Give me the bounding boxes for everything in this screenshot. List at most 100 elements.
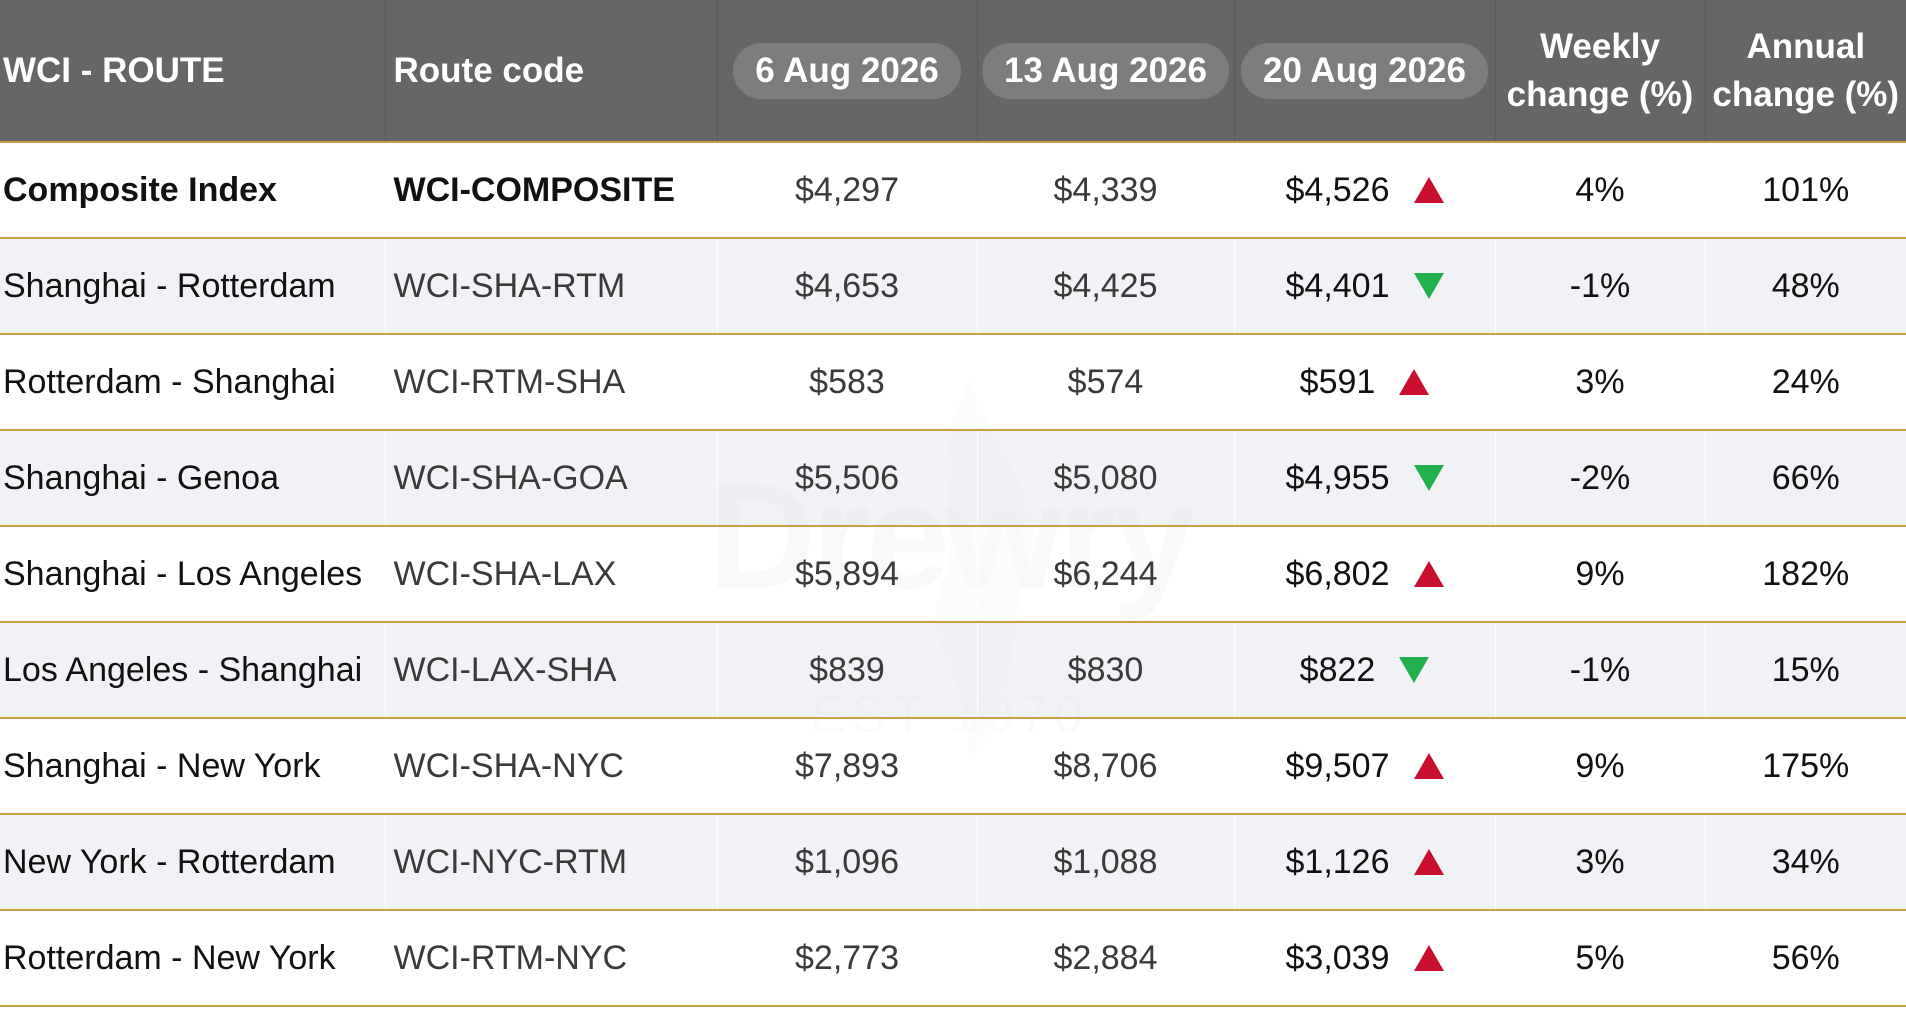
date-pill-3: 20 Aug 2026: [1241, 42, 1488, 99]
table-row: Rotterdam - New York WCI-RTM-NYC $2,773 …: [0, 910, 1906, 1007]
table-row: Shanghai - Los Angeles WCI-SHA-LAX $5,89…: [0, 526, 1906, 623]
rate-date-1: $4,297: [717, 141, 978, 239]
header-date-2: 13 Aug 2026: [977, 0, 1235, 143]
rate-date-3: $6,802: [1285, 554, 1390, 593]
route-code: WCI-RTM-NYC: [385, 910, 718, 1007]
triangle-down-icon: [1399, 657, 1430, 683]
annual-change: 48%: [1705, 238, 1906, 335]
table-row: Rotterdam - Shanghai WCI-RTM-SHA $583 $5…: [0, 334, 1906, 431]
header-code-label: Route code: [393, 50, 585, 90]
weekly-change: -1%: [1495, 238, 1706, 335]
weekly-change: 4%: [1495, 141, 1706, 239]
header-annual-line1: Annual: [1746, 26, 1866, 66]
header-date-1: 6 Aug 2026: [717, 0, 978, 143]
table-row: New York - Rotterdam WCI-NYC-RTM $1,096 …: [0, 814, 1906, 911]
route-name: Composite Index: [0, 141, 386, 239]
route-name: Shanghai - Los Angeles: [0, 526, 386, 623]
date-pill-1: 6 Aug 2026: [733, 42, 961, 99]
header-weekly-change: Weekly change (%): [1495, 0, 1706, 143]
rate-date-3: $4,526: [1285, 170, 1390, 209]
header-weekly-line2: change (%): [1506, 74, 1694, 114]
weekly-change: 9%: [1495, 526, 1706, 623]
route-name: Los Angeles - Shanghai: [0, 622, 386, 719]
header-annual-line2: change (%): [1712, 74, 1900, 114]
rate-date-1: $7,893: [717, 718, 978, 815]
header-annual-change: Annual change (%): [1705, 0, 1906, 143]
annual-change: 34%: [1705, 814, 1906, 911]
header-route-label: WCI - ROUTE: [3, 50, 225, 90]
rate-date-2: $4,339: [977, 141, 1235, 239]
weekly-change: 5%: [1495, 910, 1706, 1007]
triangle-up-icon: [1413, 177, 1444, 203]
header-row: WCI - ROUTE Route code 6 Aug 2026 13 Aug…: [0, 0, 1906, 143]
rate-date-3: $4,401: [1285, 266, 1390, 305]
rate-date-3: $591: [1299, 362, 1376, 401]
route-code: WCI-SHA-RTM: [385, 238, 718, 335]
route-code: WCI-SHA-LAX: [385, 526, 718, 623]
annual-change: 56%: [1705, 910, 1906, 1007]
route-name: Shanghai - Genoa: [0, 430, 386, 527]
annual-change: 182%: [1705, 526, 1906, 623]
rate-date-2: $5,080: [977, 430, 1235, 527]
route-code: WCI-NYC-RTM: [385, 814, 718, 911]
annual-change: 101%: [1705, 141, 1906, 239]
rate-date-3-cell: $4,526: [1234, 141, 1496, 239]
rate-date-3: $1,126: [1285, 842, 1390, 881]
table-row: Shanghai - Rotterdam WCI-SHA-RTM $4,653 …: [0, 238, 1906, 335]
annual-change: 175%: [1705, 718, 1906, 815]
rate-date-3-cell: $9,507: [1234, 718, 1496, 815]
route-name: New York - Rotterdam: [0, 814, 386, 911]
header-date-3: 20 Aug 2026: [1234, 0, 1496, 143]
table-row: Shanghai - New York WCI-SHA-NYC $7,893 $…: [0, 718, 1906, 815]
rate-date-3: $9,507: [1285, 746, 1390, 785]
rate-date-2: $574: [977, 334, 1235, 431]
annual-change: 15%: [1705, 622, 1906, 719]
rate-date-1: $4,653: [717, 238, 978, 335]
route-code: WCI-SHA-GOA: [385, 430, 718, 527]
route-code: WCI-RTM-SHA: [385, 334, 718, 431]
header-route: WCI - ROUTE: [0, 0, 386, 143]
route-code: WCI-SHA-NYC: [385, 718, 718, 815]
rate-date-2: $1,088: [977, 814, 1235, 911]
weekly-change: -1%: [1495, 622, 1706, 719]
triangle-down-icon: [1413, 465, 1444, 491]
rate-date-3: $822: [1299, 650, 1376, 689]
rate-date-3-cell: $1,126: [1234, 814, 1496, 911]
route-name: Rotterdam - New York: [0, 910, 386, 1007]
date-pill-2: 13 Aug 2026: [982, 42, 1229, 99]
rate-date-2: $2,884: [977, 910, 1235, 1007]
rate-date-2: $4,425: [977, 238, 1235, 335]
route-code: WCI-LAX-SHA: [385, 622, 718, 719]
rate-date-3-cell: $6,802: [1234, 526, 1496, 623]
rate-date-1: $583: [717, 334, 978, 431]
weekly-change: 9%: [1495, 718, 1706, 815]
rate-date-1: $5,506: [717, 430, 978, 527]
route-name: Shanghai - Rotterdam: [0, 238, 386, 335]
rate-date-3-cell: $3,039: [1234, 910, 1496, 1007]
route-name: Shanghai - New York: [0, 718, 386, 815]
rate-date-3-cell: $4,955: [1234, 430, 1496, 527]
weekly-change: -2%: [1495, 430, 1706, 527]
rate-date-1: $5,894: [717, 526, 978, 623]
annual-change: 66%: [1705, 430, 1906, 527]
annual-change: 24%: [1705, 334, 1906, 431]
triangle-up-icon: [1413, 753, 1444, 779]
header-weekly-line1: Weekly: [1540, 26, 1660, 66]
route-name: Rotterdam - Shanghai: [0, 334, 386, 431]
rate-date-3-cell: $822: [1234, 622, 1496, 719]
triangle-up-icon: [1399, 369, 1430, 395]
rate-date-3: $4,955: [1285, 458, 1390, 497]
rate-date-2: $830: [977, 622, 1235, 719]
header-route-code: Route code: [385, 0, 718, 143]
route-code: WCI-COMPOSITE: [385, 141, 718, 239]
rate-date-1: $2,773: [717, 910, 978, 1007]
rate-date-3-cell: $4,401: [1234, 238, 1496, 335]
triangle-up-icon: [1413, 849, 1444, 875]
triangle-down-icon: [1413, 273, 1444, 299]
triangle-up-icon: [1413, 561, 1444, 587]
triangle-up-icon: [1413, 945, 1444, 971]
table-row: Los Angeles - Shanghai WCI-LAX-SHA $839 …: [0, 622, 1906, 719]
rate-date-2: $6,244: [977, 526, 1235, 623]
rate-date-1: $1,096: [717, 814, 978, 911]
